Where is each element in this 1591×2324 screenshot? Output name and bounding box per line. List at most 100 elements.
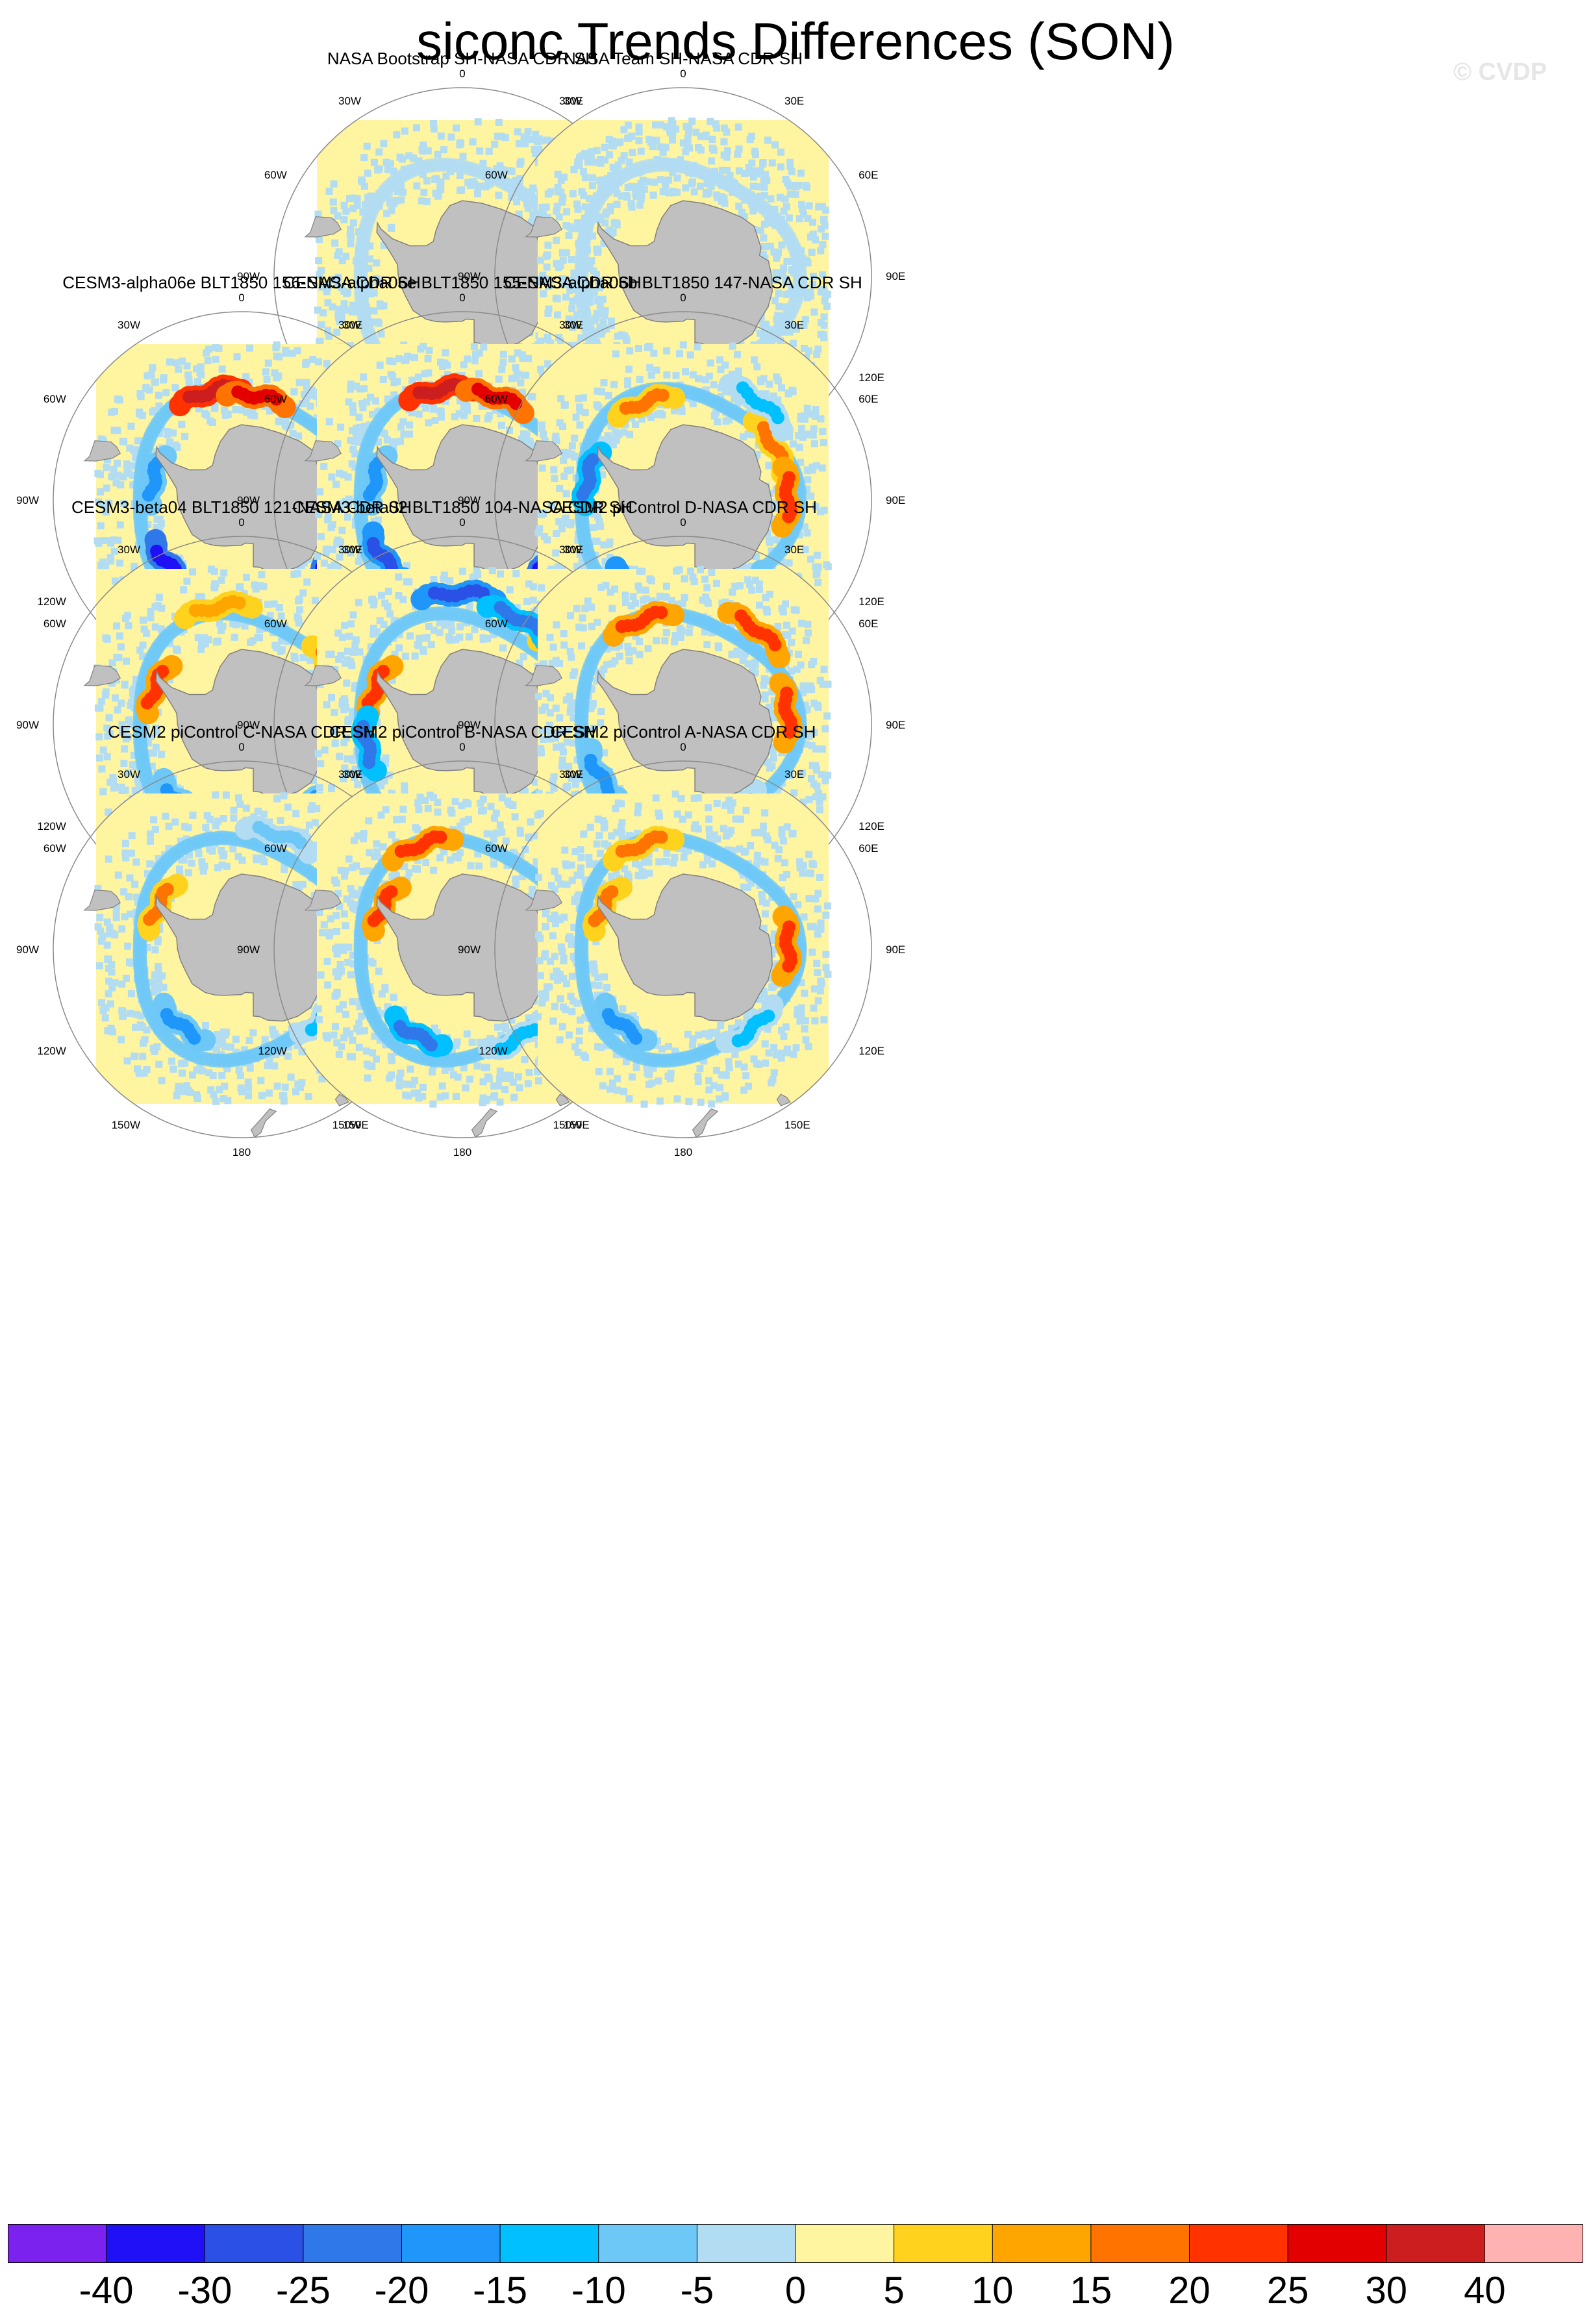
data-cell: [495, 375, 503, 383]
data-cell: [246, 344, 253, 352]
data-cell: [590, 524, 597, 532]
data-cell: [473, 414, 481, 422]
data-cell: [810, 440, 818, 447]
data-cell: [393, 131, 401, 139]
data-cell: [543, 136, 551, 144]
data-cell: [350, 219, 357, 227]
data-cell: [676, 350, 683, 358]
data-cell: [599, 321, 607, 329]
data-cell: [707, 181, 715, 188]
data-cell: [734, 150, 742, 158]
data-cell: [291, 655, 299, 662]
data-cell: [574, 205, 582, 213]
data-cell: [596, 213, 604, 221]
data-cell: [424, 355, 432, 362]
data-cell: [820, 321, 828, 329]
data-cell: [594, 513, 602, 521]
data-cell: [525, 355, 532, 362]
data-cell: [144, 372, 151, 380]
data-cell: [110, 784, 118, 792]
data-cell: [772, 269, 780, 277]
data-cell: [495, 119, 503, 126]
data-cell: [314, 306, 321, 314]
data-cell: [576, 403, 584, 411]
data-cell: [289, 430, 297, 437]
data-cell: [522, 438, 530, 445]
data-cell: [349, 301, 357, 309]
data-cell: [652, 121, 659, 129]
data-cell: [374, 516, 382, 524]
data-cell: [351, 438, 358, 445]
data-cell: [620, 152, 628, 160]
data-cell: [101, 562, 109, 569]
data-cell: [567, 521, 575, 529]
longitude-label: 30E: [784, 95, 804, 107]
data-cell: [247, 638, 255, 646]
data-cell: [735, 145, 743, 153]
data-cell: [814, 579, 822, 586]
watermark: © CVDP: [1453, 58, 1547, 86]
data-cell: [388, 223, 395, 231]
data-cell: [363, 142, 371, 150]
data-cell: [361, 201, 369, 208]
data-cell: [653, 136, 660, 144]
data-cell: [360, 423, 368, 431]
data-cell: [775, 290, 783, 297]
data-cell: [243, 408, 251, 416]
data-cell: [396, 153, 404, 161]
data-cell: [249, 406, 257, 414]
data-cell: [155, 402, 163, 410]
data-cell: [539, 271, 547, 279]
data-cell: [760, 234, 768, 242]
data-cell: [347, 381, 355, 388]
data-cell: [759, 321, 767, 329]
data-cell: [587, 290, 595, 298]
data-cell: [277, 637, 285, 645]
data-cell: [755, 183, 763, 191]
data-cell: [157, 520, 165, 528]
data-cell: [776, 194, 784, 201]
data-cell: [344, 473, 352, 481]
data-cell: [109, 774, 117, 782]
data-cell: [413, 124, 420, 132]
data-cell: [624, 377, 632, 385]
data-cell: [366, 282, 374, 290]
data-cell: [561, 281, 568, 288]
data-cell: [817, 247, 825, 255]
data-cell: [597, 331, 605, 338]
data-cell: [394, 188, 401, 195]
data-cell: [323, 360, 331, 368]
data-cell: [99, 746, 107, 754]
data-cell: [603, 325, 610, 333]
data-cell: [599, 295, 607, 303]
data-cell: [238, 406, 246, 414]
data-cell: [630, 182, 638, 190]
data-cell: [773, 500, 781, 508]
data-cell: [95, 754, 103, 762]
data-cell: [607, 172, 615, 180]
data-cell: [778, 241, 786, 249]
data-cell: [580, 192, 588, 199]
data-cell: [366, 242, 374, 250]
data-cell: [108, 473, 116, 481]
data-cell: [770, 248, 778, 256]
data-cell: [495, 192, 503, 199]
data-cell: [266, 612, 274, 619]
data-cell: [349, 427, 357, 434]
data-cell: [139, 653, 147, 660]
data-cell: [565, 232, 573, 239]
data-cell: [544, 334, 551, 341]
data-cell: [615, 430, 623, 438]
data-cell: [548, 501, 556, 509]
data-cell: [638, 415, 645, 423]
data-cell: [236, 583, 244, 591]
data-cell: [564, 281, 572, 288]
data-cell: [423, 198, 431, 205]
data-cell: [311, 777, 319, 784]
data-cell: [531, 145, 538, 153]
data-cell: [389, 358, 397, 365]
data-cell: [395, 355, 403, 362]
data-cell: [420, 342, 427, 350]
longitude-label: 90E: [886, 270, 905, 282]
